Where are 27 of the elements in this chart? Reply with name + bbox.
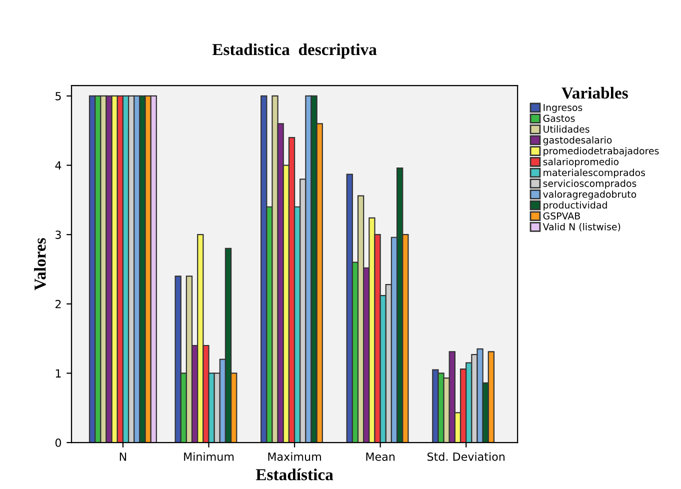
y-tick-label: 4 <box>55 161 62 170</box>
y-tick-label: 1 <box>56 369 61 378</box>
y-tick-label: 3 <box>56 230 61 239</box>
y-tick-label: 2 <box>56 300 61 308</box>
legend-label: servicioscomprados <box>543 180 636 189</box>
legend-label: gastodesalario <box>543 136 612 146</box>
legend-label: Valid N (listwise) <box>542 223 620 232</box>
legend-label: materialescomprados <box>544 168 646 178</box>
y-axis-title: Valores <box>34 238 46 290</box>
x-tick-label: Mean <box>366 452 395 461</box>
legend-label: salariopromedio <box>543 158 619 168</box>
chart-title: Estadistica descriptiva <box>212 43 377 59</box>
legend-label: GSPVAB <box>543 212 580 220</box>
x-tick-label: N <box>120 452 126 461</box>
legend-label: promediodetrabajadores <box>544 147 659 156</box>
x-tick-label: Maximum <box>268 452 321 461</box>
y-tick-label: 0 <box>55 438 62 447</box>
legend-title: Variables <box>562 86 628 99</box>
legend-label: Ingresos <box>544 104 582 113</box>
x-axis-title: Estadística <box>256 468 334 480</box>
legend-label: valoragregadobruto <box>543 190 636 200</box>
x-tick-label: Std. Deviation <box>427 452 504 461</box>
x-tick-label: Minimum <box>184 452 234 461</box>
y-tick-label: 5 <box>56 92 61 100</box>
legend-label: productividad <box>544 201 607 210</box>
legend-label: Gastos <box>543 114 575 122</box>
legend-label: Utilidades <box>544 125 590 133</box>
